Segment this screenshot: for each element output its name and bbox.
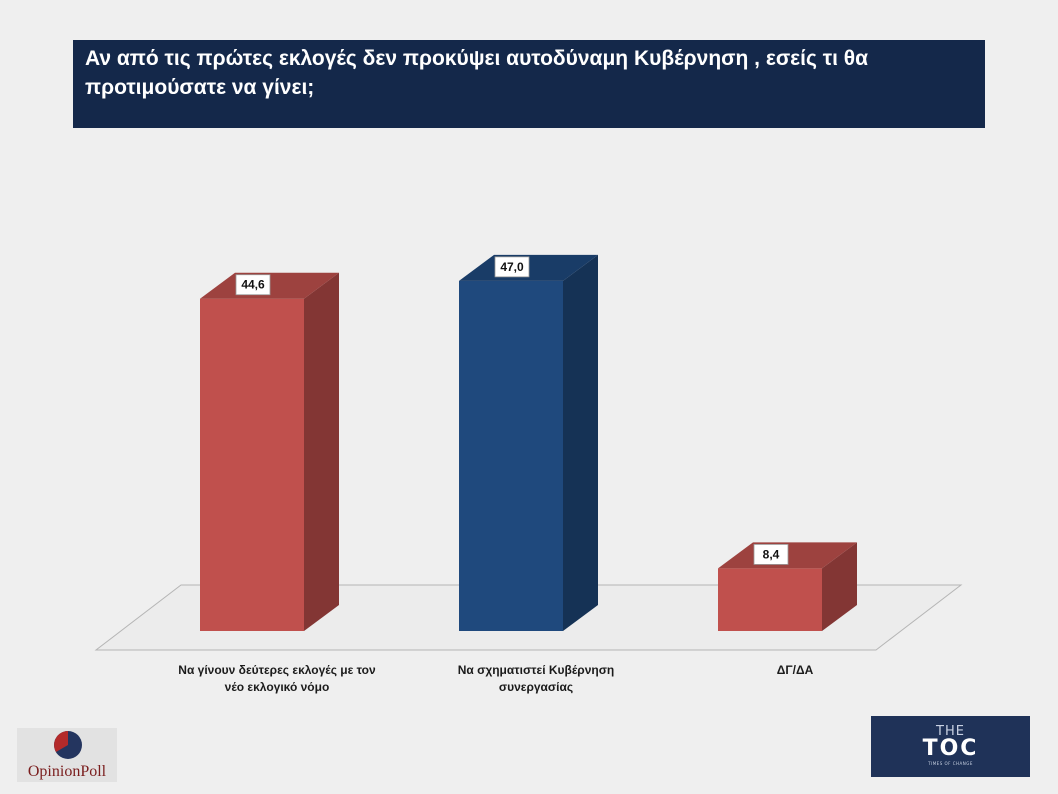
category-label-line: συνεργασίας — [498, 680, 574, 694]
bar-front — [459, 280, 563, 631]
category-label-line: Να γίνουν δεύτερες εκλογές με τον — [178, 663, 376, 677]
bar — [459, 254, 598, 631]
data-label-box — [235, 274, 271, 296]
category-label: Να σχηματιστεί Κυβέρνηση συνεργασίας — [411, 662, 661, 696]
opinionpoll-circle-icon — [53, 730, 83, 760]
title-box: Αν από τις πρώτες εκλογές δεν προκύψει α… — [73, 40, 985, 128]
data-label-box — [753, 544, 789, 565]
category-label-line: Να σχηματιστεί Κυβέρνηση — [457, 663, 615, 677]
data-label: 8,4 — [763, 547, 780, 561]
thetoc-logo: THE TOC TIMES OF CHANGE — [871, 716, 1030, 777]
category-label-line: νέο εκλογικό νόμο — [224, 680, 330, 694]
bar-side — [304, 272, 339, 631]
data-label-box — [494, 256, 530, 278]
bar-side — [822, 542, 857, 631]
bar-front — [200, 298, 304, 631]
category-label: Να γίνουν δεύτερες εκλογές με τον νέο εκλ… — [152, 662, 402, 696]
data-label: 44,6 — [241, 278, 265, 292]
data-label: 47,0 — [500, 260, 524, 274]
opinionpoll-brand: OpinionPoll — [27, 763, 107, 780]
thetoc-tagline: TIMES OF CHANGE — [928, 761, 973, 766]
bar — [200, 272, 339, 631]
thetoc-the: THE — [936, 724, 965, 739]
chart-title: Αν από τις πρώτες εκλογές δεν προκύψει α… — [85, 47, 869, 99]
category-label: ΔΓ/ΔΑ — [670, 662, 920, 679]
category-label-line: ΔΓ/ΔΑ — [776, 663, 814, 677]
opinionpoll-logo: OpinionPoll — [17, 728, 117, 782]
thetoc-toc: TOC — [922, 736, 979, 761]
bar-side — [563, 254, 598, 631]
bar-front — [718, 568, 822, 631]
bar — [718, 542, 857, 631]
